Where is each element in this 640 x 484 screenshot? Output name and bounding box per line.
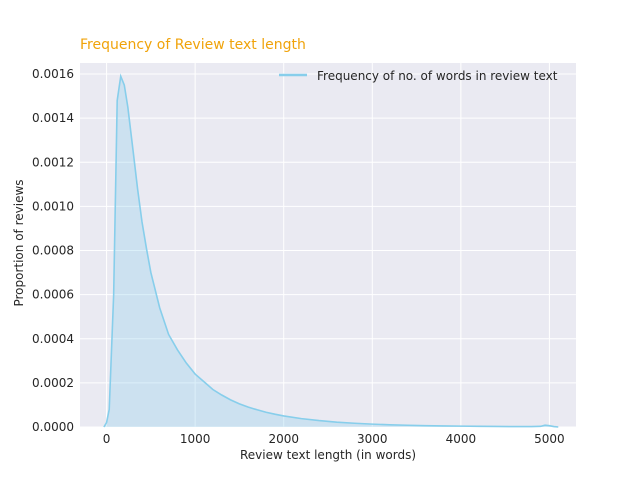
y-tick-label: 0.0016 [32, 67, 74, 81]
y-tick-label: 0.0014 [32, 111, 74, 125]
y-tick-label: 0.0006 [32, 288, 74, 302]
chart-title: Frequency of Review text length [80, 37, 306, 53]
y-tick-label: 0.0004 [32, 332, 74, 346]
y-tick-label: 0.0012 [32, 155, 74, 169]
legend-label: Frequency of no. of words in review text [317, 69, 558, 83]
series-layer [103, 73, 559, 428]
series-area [103, 76, 559, 428]
x-tick-label: 1000 [180, 432, 211, 446]
y-tick-label: 0.0000 [32, 420, 74, 434]
series-line [103, 73, 559, 428]
x-tick-label: 0 [103, 432, 111, 446]
x-axis-label: Review text length (in words) [240, 448, 416, 462]
y-tick-label: 0.0002 [32, 376, 74, 390]
plot-background [80, 63, 576, 427]
y-axis-label: Proportion of reviews [12, 179, 26, 306]
x-tick-label: 3000 [357, 432, 388, 446]
x-tick-label: 4000 [446, 432, 477, 446]
x-tick-label: 2000 [268, 432, 299, 446]
grid-layer [80, 63, 576, 428]
x-tick-label: 5000 [534, 432, 565, 446]
legend: Frequency of no. of words in review text [279, 69, 558, 83]
y-tick-label: 0.0008 [32, 244, 74, 258]
y-tick-label: 0.0010 [32, 199, 74, 213]
tick-layer: 0 1000 2000 3000 4000 5000 0.0000 0.0002 0.0004 0… [32, 67, 565, 446]
